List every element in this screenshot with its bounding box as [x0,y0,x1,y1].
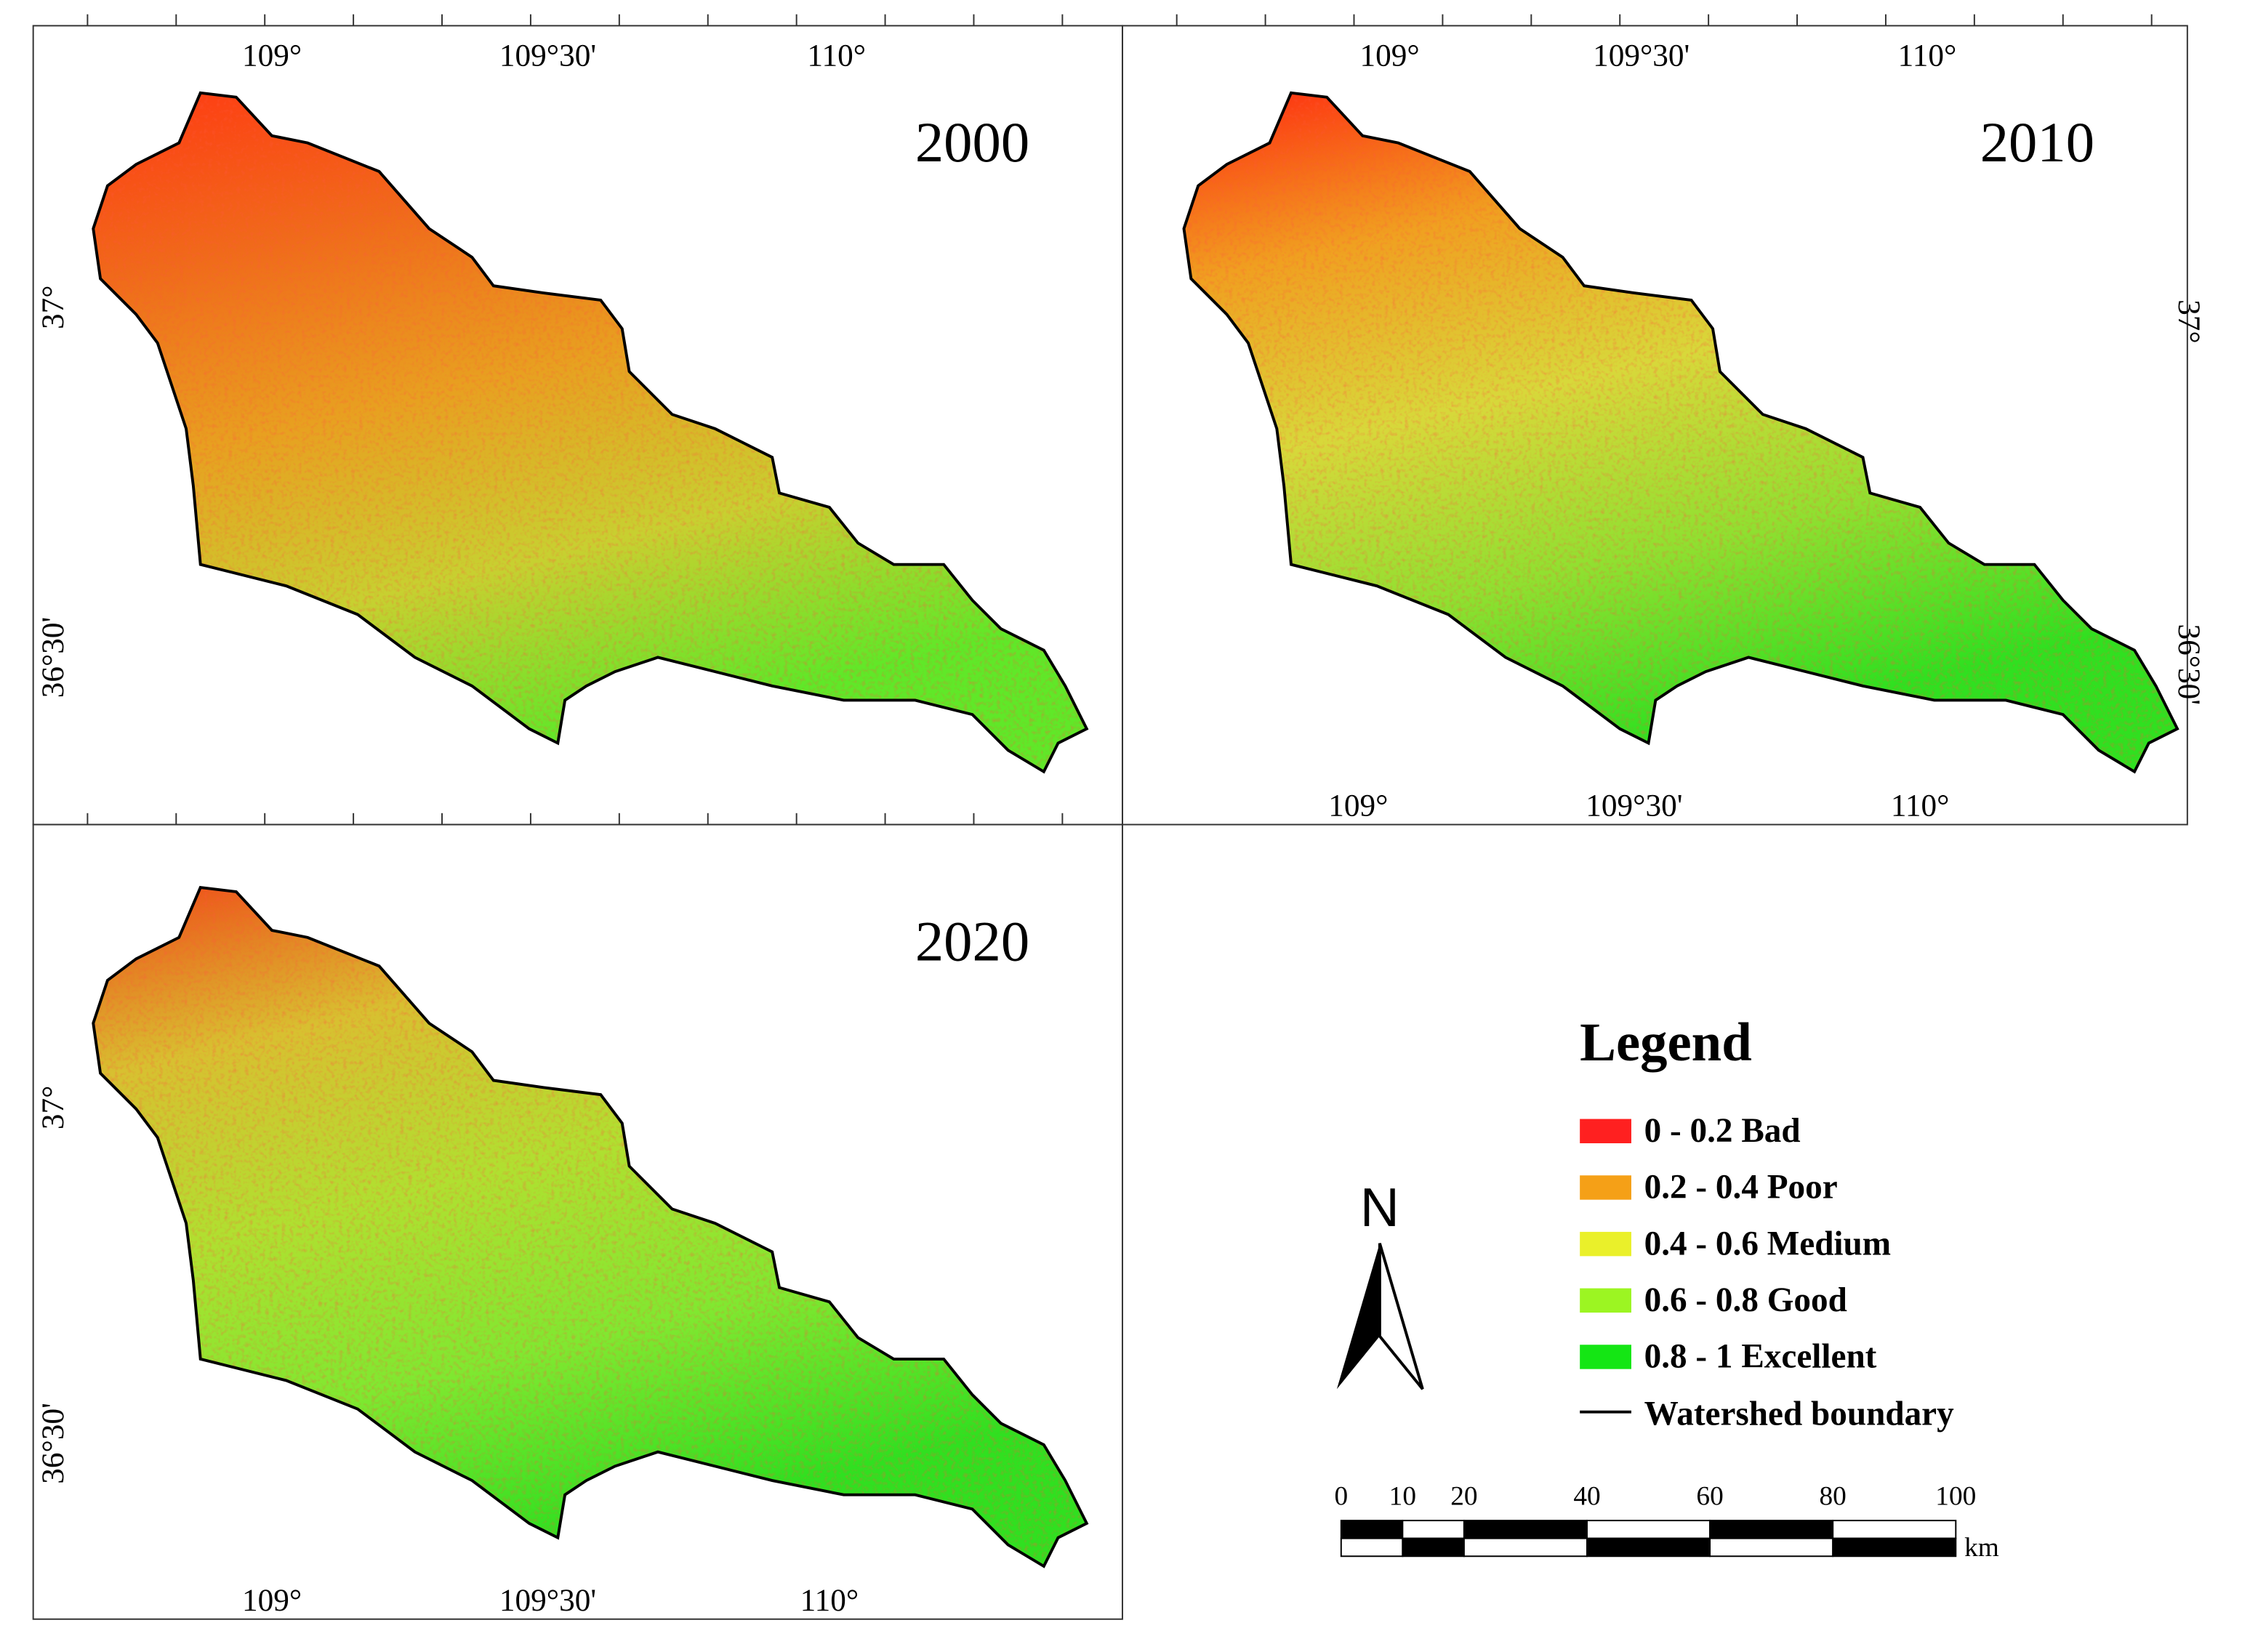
lon-label: 109°30' [1586,789,1682,823]
lon-label: 110° [800,1583,859,1618]
scale-label: 60 [1696,1481,1723,1511]
north-label: N [1360,1177,1399,1238]
lon-label: 109°30' [499,1583,596,1618]
legend-label: 0.8 - 1 Excellent [1644,1338,1877,1376]
scale-segment [1832,1520,1957,1539]
scale-segment [1709,1520,1834,1539]
legend-swatch [1580,1288,1631,1313]
legend-swatch [1580,1119,1631,1144]
lon-label: 109° [242,38,302,73]
watershed-boundary [1182,91,2179,774]
lon-label: 109° [242,1583,302,1618]
legend-label: 0.2 - 0.4 Poor [1644,1169,1838,1206]
panel-year: 2010 [1980,111,2094,174]
scale-segment [1402,1537,1465,1558]
legend-label: 0.4 - 0.6 Medium [1644,1225,1891,1262]
lon-label: 110° [1898,38,1957,73]
scale-segment [1340,1520,1404,1539]
watershed-boundary [92,91,1089,774]
panel-frame [1121,25,2188,826]
lat-label: 37° [36,285,71,329]
panel-year: 2020 [915,910,1029,973]
watershed-boundary [92,885,1089,1568]
legend-title: Legend [1580,1012,1752,1073]
scale-label: 0 [1334,1481,1348,1511]
lat-label: 37° [2171,299,2206,344]
lon-label: 109° [1360,38,1420,73]
legend-label: 0.6 - 0.8 Good [1644,1281,1847,1319]
scale-segment [1586,1537,1711,1558]
legend-swatch [1580,1175,1631,1200]
lon-label: 109°30' [1593,38,1689,73]
lon-label: 109°30' [499,38,596,73]
lon-label: 110° [807,38,866,73]
lon-label: 110° [1891,789,1950,823]
scale-segment [1340,1537,1404,1558]
legend-swatch [1580,1231,1631,1257]
north-arrow-right [1378,1243,1424,1390]
panel-frame [32,823,1123,1620]
legend-label: Watershed boundary [1644,1395,1954,1433]
scale-label: 40 [1573,1481,1600,1511]
lat-label: 36°30' [36,617,71,698]
legend-label: 0 - 0.2 Bad [1644,1112,1801,1150]
lat-label: 37° [36,1086,71,1130]
scale-segment [1709,1537,1834,1558]
scale-label: 10 [1389,1481,1416,1511]
scale-label: 100 [1935,1481,1976,1511]
scale-segment [1463,1537,1588,1558]
scale-segment [1402,1520,1465,1539]
panel-year: 2000 [915,111,1029,174]
scale-segment [1586,1520,1711,1539]
lat-label: 36°30' [36,1403,71,1484]
scale-segment [1832,1537,1957,1558]
scale-label: 20 [1450,1481,1477,1511]
north-arrow-left [1336,1243,1380,1390]
lat-label: 36°30' [2171,624,2206,706]
scale-segment [1463,1520,1588,1539]
lon-label: 109° [1328,789,1388,823]
legend-swatch [1580,1345,1631,1369]
scale-unit: km [1964,1533,1999,1563]
scale-label: 80 [1820,1481,1847,1511]
